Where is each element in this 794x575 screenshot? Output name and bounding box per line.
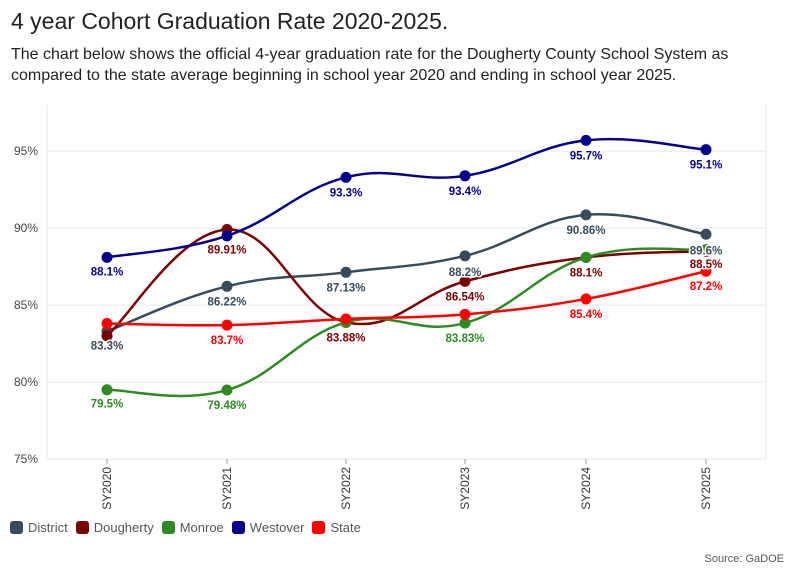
chart-subtitle: The chart below shows the official 4-yea… — [11, 46, 729, 84]
series-line — [106, 247, 707, 398]
data-label: 83.88% — [326, 332, 365, 344]
legend-item[interactable]: Monroe — [161, 520, 224, 535]
data-point — [101, 318, 113, 330]
x-tick-label: SY2022 — [339, 467, 353, 510]
y-tick-label: 80% — [14, 375, 38, 389]
x-tick-label: SY2020 — [100, 467, 114, 510]
legend-label: District — [28, 520, 68, 535]
y-tick-label: 90% — [14, 221, 38, 235]
data-label: 83.3% — [91, 340, 124, 352]
data-label: 88.1% — [91, 266, 124, 278]
data-label: 93.4% — [449, 186, 482, 198]
legend-item[interactable]: Dougherty — [75, 520, 154, 535]
series-line — [106, 270, 707, 327]
data-point — [459, 317, 471, 329]
legend-swatch — [231, 521, 245, 534]
data-point — [459, 308, 471, 320]
x-tick-label: SY2023 — [458, 467, 472, 510]
data-label: 83.83% — [445, 333, 484, 345]
legend-swatch — [312, 521, 326, 534]
data-point — [700, 144, 712, 156]
data-label: 86.22% — [207, 296, 246, 308]
data-point — [221, 384, 233, 396]
data-point — [580, 293, 592, 305]
data-point — [700, 228, 712, 240]
data-label: 79.5% — [91, 399, 124, 411]
data-point — [221, 319, 233, 331]
legend-swatch — [10, 521, 23, 534]
legend-item[interactable]: Westover — [231, 520, 305, 535]
legend-swatch — [75, 521, 89, 534]
legend-label: Dougherty — [93, 520, 154, 535]
x-tick-label: SY2021 — [220, 467, 234, 510]
data-point — [101, 251, 113, 263]
data-label: 89.91% — [207, 245, 246, 257]
data-label: 87.13% — [326, 282, 365, 294]
data-point — [580, 134, 592, 146]
data-point — [459, 250, 471, 262]
series-line — [106, 213, 707, 333]
y-tick-label: 85% — [14, 298, 38, 312]
data-label: 88.5% — [690, 259, 723, 271]
data-label: 89.6% — [690, 245, 723, 257]
data-label: 95.7% — [570, 150, 603, 162]
data-label: 88.1% — [570, 267, 603, 279]
x-tick-label: SY2025 — [699, 467, 713, 510]
source-note: Source: GaDOE — [704, 553, 784, 565]
data-point — [101, 330, 113, 342]
data-label: 83.7% — [211, 335, 244, 347]
x-tick-label: SY2024 — [579, 467, 593, 510]
legend-item[interactable]: District — [10, 520, 68, 535]
data-point — [580, 251, 592, 263]
data-point — [580, 209, 592, 221]
data-label: 86.54% — [445, 291, 484, 303]
data-label: 79.48% — [207, 400, 246, 412]
data-label: 95.1% — [690, 160, 723, 172]
data-point — [221, 280, 233, 292]
legend: District Dougherty Monroe Westover State — [10, 520, 369, 535]
data-point — [459, 170, 471, 182]
data-label: 87.2% — [690, 281, 723, 293]
legend-label: State — [330, 520, 361, 535]
chart-title: 4 year Cohort Graduation Rate 2020-2025. — [11, 8, 449, 34]
y-tick-label: 75% — [14, 452, 38, 466]
data-label: 93.3% — [330, 187, 363, 199]
data-point — [340, 266, 352, 278]
legend-item[interactable]: State — [312, 520, 361, 535]
data-point — [340, 313, 352, 325]
data-label: 88.2% — [449, 267, 482, 279]
data-point — [700, 244, 712, 256]
legend-swatch — [161, 521, 175, 534]
y-tick-label: 95% — [14, 144, 38, 158]
data-label: 90.86% — [566, 225, 605, 237]
legend-label: Westover — [249, 520, 305, 535]
data-point — [221, 230, 233, 242]
data-point — [459, 275, 471, 287]
data-point — [101, 384, 113, 396]
series-line — [106, 137, 707, 259]
legend-label: Monroe — [179, 520, 224, 535]
data-point — [340, 171, 352, 183]
data-point — [700, 265, 712, 277]
data-label: 85.4% — [570, 309, 603, 321]
